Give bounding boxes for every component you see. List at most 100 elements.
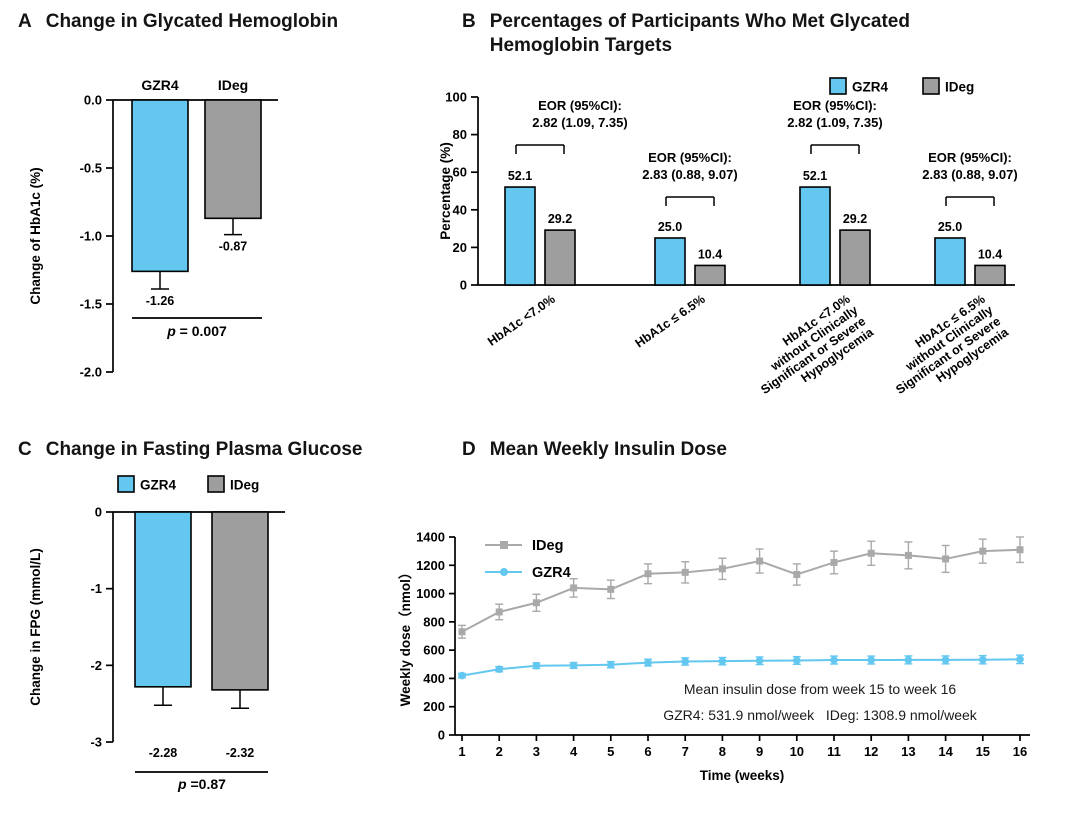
eor-annotation-line2: 2.83 (0.88, 9.07): [642, 167, 737, 182]
value-label: 52.1: [508, 169, 532, 183]
x-tick-label: 5: [607, 744, 614, 759]
marker-square: [570, 584, 578, 592]
bar-ideg: [974, 264, 1006, 286]
bar-ideg: [544, 229, 576, 286]
panel-c-title-text: Change in Fasting Plasma Glucose: [45, 439, 363, 460]
y-tick-label: 80: [453, 127, 467, 142]
p-value: p =0.87: [177, 776, 226, 792]
chart-targets-percentage: 0 20 40 60 80 100 Percentage (%) GZR4 IDeg 52.1 29…: [440, 77, 1018, 408]
marker-circle: [793, 656, 801, 665]
bar-gzr4: [654, 237, 686, 286]
bar-ideg: [204, 99, 262, 220]
y-tick-label: 0: [460, 278, 467, 293]
y-tick-label: 1200: [416, 558, 445, 573]
y-tick-label: 100: [445, 90, 467, 105]
y-tick-label: -1.5: [80, 297, 102, 312]
marker-circle: [941, 656, 950, 664]
legend-swatch-gzr4: [829, 77, 847, 95]
marker-circle: [867, 656, 875, 664]
marker-square: [942, 555, 950, 563]
dose-annotation-line1: Mean insulin dose from week 15 to week 1…: [684, 681, 957, 697]
bar-gzr4: [131, 99, 189, 273]
y-axis-label: Percentage (%): [440, 142, 453, 240]
eor-annotation-line1: EOR (95%CI):: [928, 150, 1012, 165]
x-tick-label: 10: [790, 744, 804, 759]
bar-ideg: [694, 264, 726, 286]
value-label: 10.4: [978, 247, 1002, 261]
y-tick-label: -2: [90, 658, 102, 673]
y-tick-label: -0.5: [80, 161, 102, 176]
x-category-label: HbA1c ≤ 6.5%: [633, 292, 708, 350]
y-tick-label: 0: [438, 728, 445, 743]
legend-swatch-gzr4: [117, 475, 135, 493]
bar-gzr4: [799, 186, 831, 286]
value-label: -0.87: [219, 240, 248, 254]
y-tick-label: 0.0: [84, 93, 102, 108]
x-category-label: HbA1c <7.0%without ClinicallySignificant…: [743, 291, 877, 408]
panel-d-title-text: Mean Weekly Insulin Dose: [489, 439, 727, 460]
marker-circle: [979, 655, 987, 664]
legend-swatch-ideg: [207, 475, 225, 493]
value-label: -2.28: [149, 746, 178, 760]
eor-annotation-line2: 2.83 (0.88, 9.07): [922, 167, 1017, 182]
eor-annotation-line1: EOR (95%CI):: [648, 150, 732, 165]
marker-square: [644, 570, 652, 578]
value-label: 29.2: [843, 212, 867, 226]
y-tick-label: 60: [453, 165, 467, 180]
marker-circle: [681, 657, 689, 666]
bar-gzr4: [934, 237, 966, 286]
bar-ideg: [839, 229, 871, 286]
x-tick-label: 2: [496, 744, 503, 759]
marker-square: [867, 549, 875, 557]
x-tick-label: 4: [570, 744, 578, 759]
marker-circle: [458, 671, 466, 680]
x-tick-label: 15: [976, 744, 990, 759]
column-header: IDeg: [218, 77, 248, 93]
legend-marker-square: [500, 541, 508, 549]
panel-b-title: B Percentages of Participants Who Met Gl…: [462, 10, 1010, 58]
series-line-ideg: [461, 548, 1021, 633]
panel-c-title: C Change in Fasting Plasma Glucose: [18, 438, 362, 462]
y-axis-label: Change of HbA1c (%): [28, 167, 43, 304]
marker-circle: [830, 656, 838, 664]
marker-square: [458, 628, 466, 636]
value-label: -2.32: [226, 746, 255, 760]
marker-circle: [495, 665, 503, 674]
y-tick-label: 40: [453, 202, 467, 217]
panel-d: D Mean Weekly Insulin Dose 0 200 400 600 800…: [390, 430, 1080, 832]
marker-square: [793, 570, 801, 578]
y-axis-label: Change in FPG (mmol/L): [28, 548, 43, 706]
panel-a-letter: A: [18, 11, 32, 32]
panel-a: A Change in Glycated Hemoglobin 0.0 -0.5 -…: [0, 0, 440, 430]
x-category-label: HbA1c ≤ 6.5%without ClinicallySignifican…: [878, 291, 1012, 408]
y-axis-label: Weekly dose（nmol）: [398, 566, 413, 707]
marker-square: [830, 558, 838, 566]
panel-b: B Percentages of Participants Who Met Gl…: [440, 0, 1080, 430]
marker-circle: [904, 656, 913, 664]
legend-label: IDeg: [945, 80, 974, 95]
eor-annotation-line2: 2.82 (1.09, 7.35): [787, 115, 882, 130]
x-tick-label: 13: [901, 744, 915, 759]
legend-label: IDeg: [230, 478, 259, 493]
marker-square: [718, 565, 726, 573]
legend-swatch-ideg: [922, 77, 940, 95]
y-tick-label: -3: [90, 735, 102, 750]
y-tick-label: -1.0: [80, 229, 102, 244]
marker-circle: [532, 661, 541, 670]
legend-label: GZR4: [852, 80, 888, 95]
panel-b-title-text: Percentages of Participants Who Met Glyc…: [489, 11, 910, 56]
panel-b-letter: B: [462, 11, 476, 32]
y-tick-label: 200: [423, 699, 445, 714]
value-label: 10.4: [698, 247, 722, 261]
marker-circle: [1016, 655, 1024, 664]
marker-circle: [718, 657, 727, 665]
x-tick-label: 12: [864, 744, 878, 759]
marker-circle: [644, 658, 652, 667]
bar-gzr4: [504, 186, 536, 286]
legend-marker-circle: [500, 568, 508, 576]
y-tick-label: 600: [423, 643, 445, 658]
y-tick-label: 800: [423, 614, 445, 629]
panel-a-title: A Change in Glycated Hemoglobin: [18, 10, 338, 34]
y-tick-label: 20: [453, 240, 467, 255]
